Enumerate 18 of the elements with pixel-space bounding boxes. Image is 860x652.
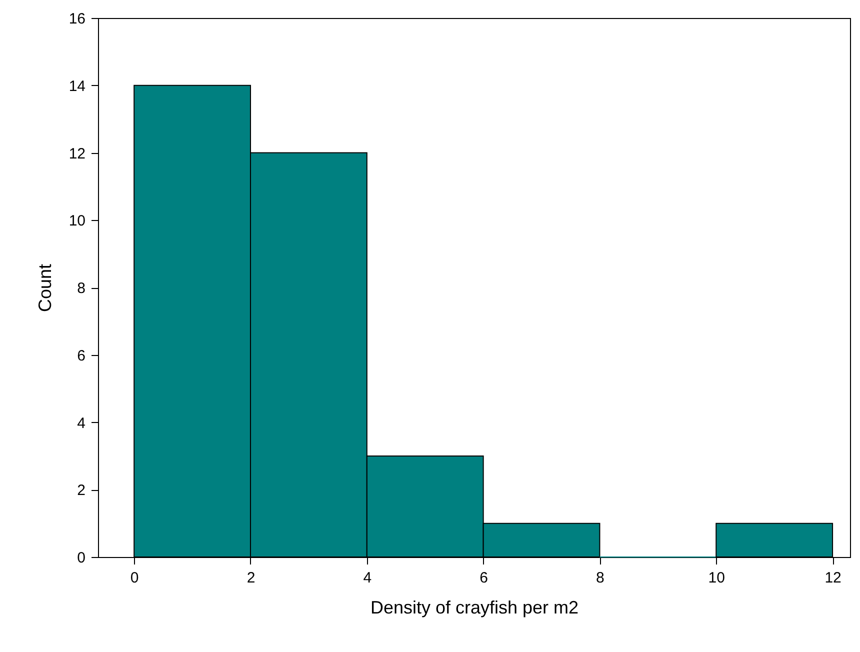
x-tick-label: 6 — [480, 570, 488, 586]
x-tick-label: 2 — [246, 570, 256, 586]
y-tick-label: 2 — [77, 482, 86, 500]
x-tick-label: 12 — [824, 570, 842, 586]
y-tick-label: 16 — [68, 10, 86, 28]
x-tick-label: 10 — [708, 570, 725, 586]
y-tick-label: 0 — [77, 550, 86, 566]
y-tick-label: 4 — [77, 414, 86, 432]
x-axis-title: Density of crayfish per m2 — [370, 598, 579, 618]
y-tick-label: 14 — [68, 78, 86, 95]
x-tick-label: 0 — [130, 570, 139, 586]
x-tick-label: 8 — [596, 570, 604, 586]
y-tick-label: 6 — [77, 347, 86, 364]
y-tick-label: 8 — [77, 280, 86, 297]
y-tick-label: 12 — [68, 145, 86, 162]
y-tick-label: 10 — [68, 212, 86, 230]
x-tick-label: 4 — [363, 570, 372, 586]
y-axis-title: Count — [34, 264, 55, 312]
